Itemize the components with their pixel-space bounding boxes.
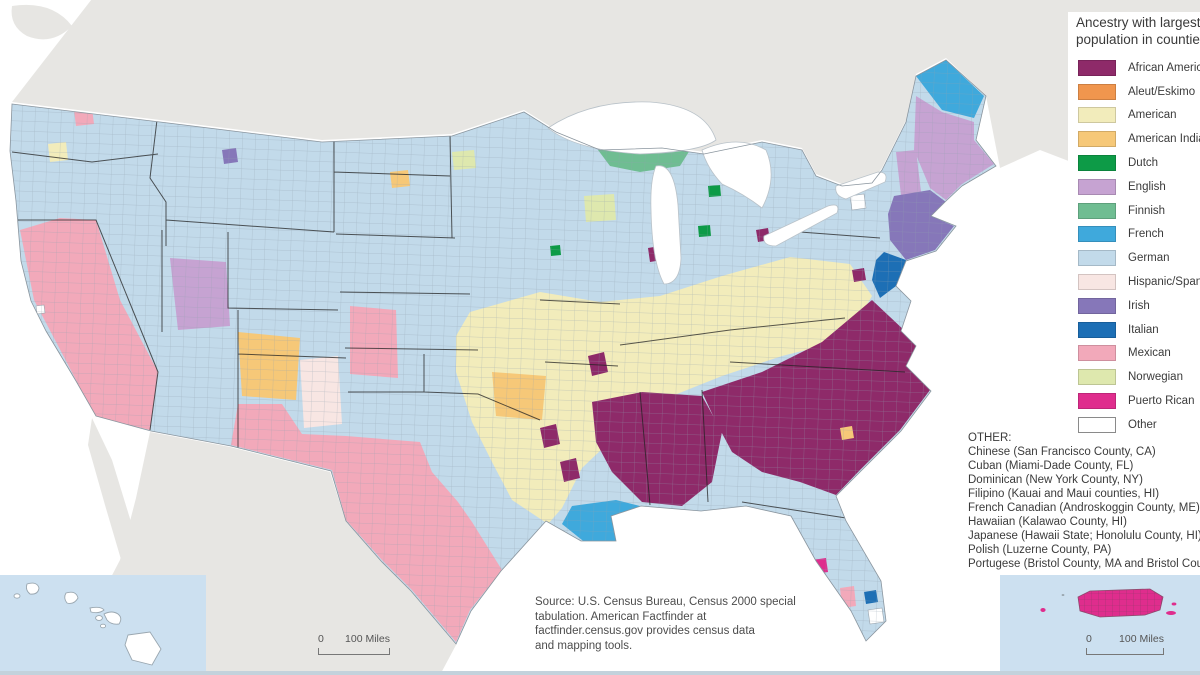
legend-swatch-german (1078, 250, 1116, 267)
legend-swatch-finnish (1078, 202, 1116, 219)
legend-swatch-hispanic-spanish (1078, 274, 1116, 291)
scale-bar-line (318, 648, 390, 655)
legend-item-label: German (1128, 252, 1170, 265)
legend-swatch-irish (1078, 297, 1116, 314)
legend-swatch-english (1078, 178, 1116, 195)
legend-swatch-dutch (1078, 155, 1116, 172)
other-note-line: Filipino (Kauai and Maui counties, HI) (968, 488, 1160, 500)
legend-item-american-indian: American Indian (1078, 127, 1200, 151)
baja-california (88, 418, 150, 600)
legend-item-italian: Italian (1078, 318, 1200, 342)
legend: Ancestry with largest population in coun… (1068, 12, 1200, 574)
other-note-line: Cuban (Miami-Dade County, FL) (968, 460, 1134, 472)
legend-item-label: Irish (1128, 299, 1150, 312)
great-lakes (547, 101, 887, 285)
legend-item-label: African American (1128, 61, 1200, 74)
legend-item-label: Aleut/Eskimo (1128, 85, 1196, 98)
legend-item-label: French (1128, 228, 1164, 241)
other-note-line: Japanese (Hawaii State; Honolulu County,… (968, 530, 1200, 542)
scale-bar-miles-label: 100 Miles (345, 633, 390, 645)
legend-item-african-american: African American (1078, 56, 1200, 80)
legend-swatch-mexican (1078, 345, 1116, 362)
legend-title-line2: population in counties (1076, 32, 1200, 47)
other-note-line: Hawaiian (Kalawao County, HI) (968, 516, 1127, 528)
source-note-line: factfinder.census.gov provides census da… (535, 625, 755, 637)
state-borders (11, 119, 906, 519)
scale-bar-mainland: 0 100 Miles (318, 633, 390, 655)
puerto-rico-inset-background (1000, 575, 1200, 671)
legend-item-hispanic-spanish: Hispanic/Spanish (1078, 270, 1200, 294)
legend-item-label: English (1128, 180, 1166, 193)
vancouver-island (11, 4, 73, 40)
other-note-heading: OTHER: (968, 432, 1012, 444)
legend-items: African American Aleut/Eskimo American A… (1078, 56, 1200, 437)
legend-item-norwegian: Norwegian (1078, 365, 1200, 389)
scale-bar-line (1086, 648, 1164, 655)
legend-swatch-african-american (1078, 59, 1116, 76)
legend-item-dutch: Dutch (1078, 151, 1200, 175)
other-note-line: Polish (Luzerne County, PA) (968, 544, 1112, 556)
legend-item-label: Puerto Rican (1128, 395, 1195, 408)
legend-swatch-puerto-rican (1078, 393, 1116, 410)
legend-item-label: American (1128, 109, 1177, 122)
legend-item-label: Italian (1128, 323, 1159, 336)
source-note-line: tabulation. American Factfinder at (535, 610, 707, 623)
legend-swatch-french (1078, 226, 1116, 243)
other-ancestries-note: OTHER: Chinese (San Francisco County, CA… (968, 431, 1200, 571)
legend-item-american: American (1078, 104, 1200, 128)
legend-item-german: German (1078, 246, 1200, 270)
puerto-rico-inset: 0 100 Miles (1000, 575, 1200, 671)
hawaiian-islands (13, 582, 162, 666)
legend-item-label: Dutch (1128, 157, 1159, 170)
other-note-line: Dominican (New York County, NY) (968, 474, 1143, 486)
legend-item-other: Other (1078, 413, 1200, 437)
puerto-rico-island (1040, 588, 1177, 618)
legend-item-label: Finnish (1128, 204, 1166, 217)
legend-swatch-norwegian (1078, 369, 1116, 386)
legend-item-label: American Indian (1128, 133, 1200, 146)
us-coastline (9, 59, 997, 645)
other-note-line: French Canadian (Androskoggin County, ME… (968, 502, 1200, 514)
legend-swatch-american (1078, 107, 1116, 124)
legend-item-label: Other (1128, 418, 1157, 431)
legend-item-mexican: Mexican (1078, 342, 1200, 366)
source-note-line: and mapping tools. (535, 639, 633, 652)
legend-title: Ancestry with largest population in coun… (1076, 14, 1200, 48)
legend-item-finnish: Finnish (1078, 199, 1200, 223)
legend-item-english: English (1078, 175, 1200, 199)
puerto-rico-inset-map (1000, 575, 1200, 671)
other-note-line: Portugese (Bristol County, MA and Bristo… (968, 558, 1200, 570)
legend-title-line1: Ancestry with largest (1076, 15, 1200, 30)
legend-item-label: Norwegian (1128, 371, 1183, 384)
legend-swatch-american-indian (1078, 131, 1116, 148)
legend-item-irish: Irish (1078, 294, 1200, 318)
source-note: Source: U.S. Census Bureau, Census 2000 … (535, 595, 796, 653)
legend-swatch-other (1078, 416, 1116, 433)
source-note-line: Source: U.S. Census Bureau, Census 2000 … (535, 596, 796, 608)
bottom-edge-strip (0, 671, 1200, 675)
scale-bar-miles-label: 100 Miles (1119, 633, 1164, 645)
legend-swatch-italian (1078, 321, 1116, 338)
other-note-line: Chinese (San Francisco County, CA) (968, 446, 1156, 458)
scale-bar-puerto-rico: 0 100 Miles (1086, 633, 1164, 655)
hawaii-inset-map (0, 575, 206, 671)
scale-bar-zero-label: 0 (318, 633, 324, 645)
legend-swatch-aleut-eskimo (1078, 83, 1116, 100)
legend-item-puerto-rican: Puerto Rican (1078, 389, 1200, 413)
legend-item-aleut-eskimo: Aleut/Eskimo (1078, 80, 1200, 104)
hawaii-inset: 100 Miles (0, 575, 206, 671)
legend-item-label: Hispanic/Spanish (1128, 276, 1200, 289)
legend-item-label: Mexican (1128, 347, 1171, 360)
scale-bar-zero-label: 0 (1086, 633, 1092, 645)
legend-item-french: French (1078, 223, 1200, 247)
canada-landmass (12, 0, 1200, 204)
